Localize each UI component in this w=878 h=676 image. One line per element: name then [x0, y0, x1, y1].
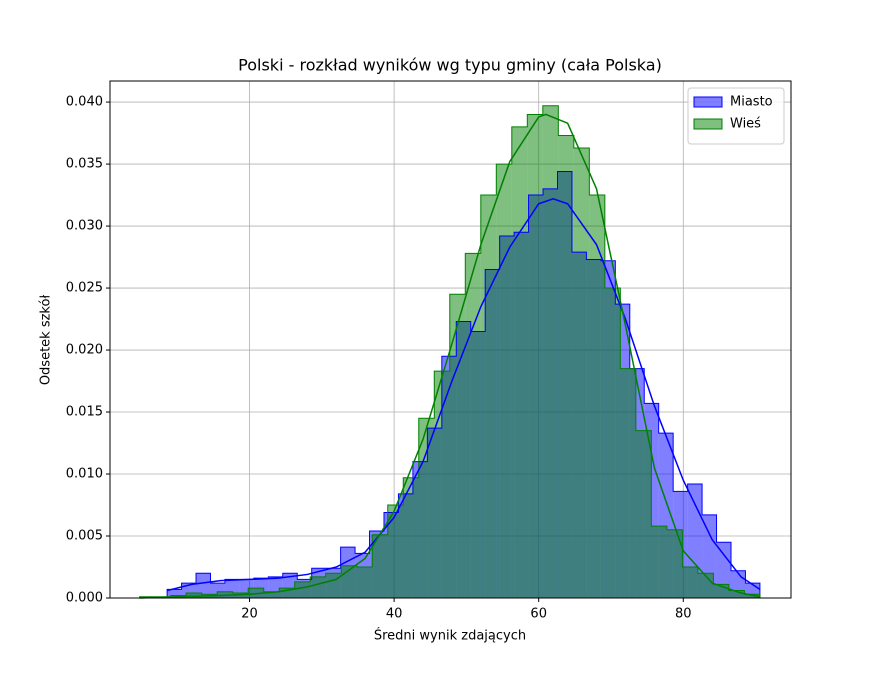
bar: [496, 164, 512, 598]
bar: [558, 135, 574, 598]
bar: [744, 594, 760, 598]
bar: [728, 590, 745, 598]
legend-label: Miasto: [730, 95, 773, 110]
x-tick-label: 60: [530, 607, 547, 622]
bar: [403, 477, 419, 598]
y-tick-label: 0.000: [66, 591, 103, 606]
bar: [620, 368, 636, 598]
bar: [387, 505, 404, 598]
bar: [232, 593, 249, 598]
bar: [604, 288, 621, 598]
legend-label: Wieś: [730, 117, 761, 132]
legend-swatch: [693, 118, 723, 130]
bar: [196, 573, 211, 598]
bar: [542, 105, 559, 598]
kde-line: [139, 113, 761, 599]
legend-swatch: [693, 96, 723, 108]
bar: [372, 534, 388, 598]
y-tick-label: 0.010: [66, 467, 103, 482]
y-tick-label: 0.015: [66, 405, 103, 420]
bar: [635, 430, 652, 598]
bar: [511, 126, 528, 599]
bar: [186, 593, 202, 598]
x-tick-label: 40: [386, 607, 403, 622]
bar: [310, 576, 326, 598]
bar: [279, 588, 295, 598]
bar: [527, 114, 543, 598]
bar: [682, 567, 698, 598]
y-tick-label: 0.030: [66, 219, 103, 234]
chart-title: Polski - rozkład wyników wg typu gminy (…: [238, 56, 662, 75]
bar: [167, 589, 182, 598]
x-tick-label: 80: [675, 607, 692, 622]
plot-frame: [109, 80, 792, 599]
y-tick-label: 0.005: [66, 529, 103, 544]
bar: [480, 195, 497, 598]
y-tick-label: 0.020: [66, 343, 103, 358]
bar-outline: [139, 105, 761, 598]
bar: [573, 147, 590, 598]
y-tick-label: 0.025: [66, 281, 103, 296]
x-tick-label: 20: [241, 607, 258, 622]
bar: [589, 195, 605, 598]
bar: [666, 529, 683, 598]
kde-line: [166, 197, 761, 592]
bar: [465, 253, 481, 599]
y-tick-label: 0.035: [66, 157, 103, 172]
bar: [294, 581, 311, 598]
bar-outline: [166, 171, 761, 598]
y-axis-label: Odsetek szkół: [39, 295, 54, 386]
bar: [356, 567, 373, 598]
bar: [651, 526, 667, 598]
bar: [449, 294, 466, 598]
x-axis-label: Średni wynik zdających: [374, 628, 526, 644]
y-tick-label: 0.040: [66, 95, 103, 110]
bar: [263, 591, 280, 598]
